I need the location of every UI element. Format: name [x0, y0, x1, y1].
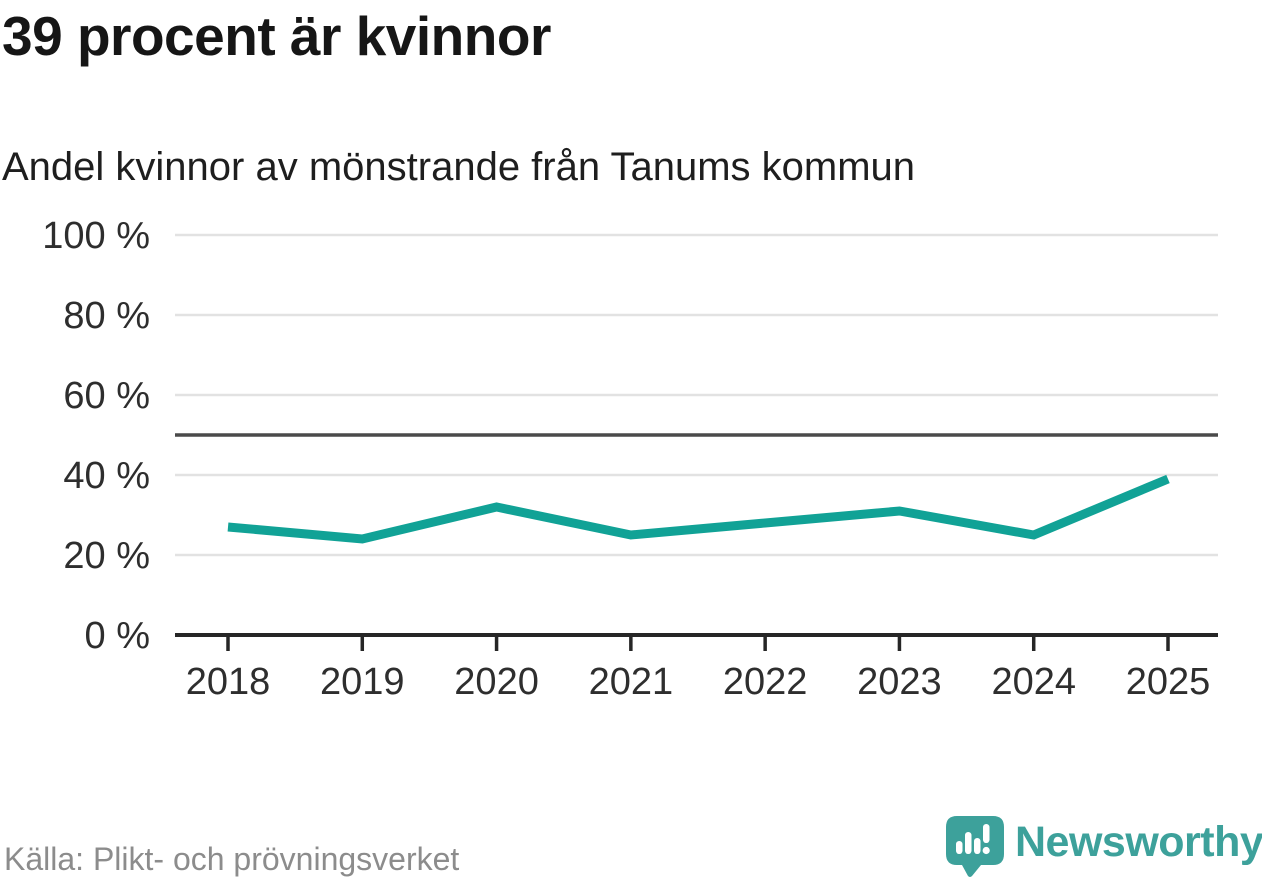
- chart-title: 39 procent är kvinnor: [2, 5, 551, 67]
- x-tick-label-2022: 2022: [723, 661, 808, 703]
- x-tick-label-2023: 2023: [857, 661, 942, 703]
- y-tick-label-100: 100 %: [42, 215, 150, 257]
- newsworthy-logo: Newsworthy: [945, 815, 1262, 877]
- x-tick-label-2019: 2019: [320, 661, 405, 703]
- chart-subtitle: Andel kvinnor av mönstrande från Tanums …: [2, 145, 916, 189]
- y-tick-label-0: 0 %: [85, 615, 150, 657]
- y-tick-label-60: 60 %: [63, 375, 150, 417]
- y-tick-label-80: 80 %: [63, 295, 150, 337]
- x-tick-label-2018: 2018: [186, 661, 271, 703]
- logo-bars-icon: [956, 824, 990, 855]
- newsworthy-logo-text: Newsworthy: [1015, 818, 1262, 866]
- x-tick-label-2024: 2024: [991, 661, 1076, 703]
- newsworthy-logo-icon: [946, 816, 1004, 877]
- x-tick-label-2021: 2021: [589, 661, 674, 703]
- x-tick-label-2025: 2025: [1126, 661, 1211, 703]
- y-tick-label-40: 40 %: [63, 455, 150, 497]
- source-note: Källa: Plikt- och prövningsverket: [4, 841, 460, 877]
- x-tick-label-2020: 2020: [454, 661, 539, 703]
- y-tick-label-20: 20 %: [63, 535, 150, 577]
- line-chart: 0 % 20 % 40 % 60 % 80 % 100 % 2018 2019 2020 2021…: [42, 215, 1218, 703]
- data-line-series-0: [227, 474, 1170, 544]
